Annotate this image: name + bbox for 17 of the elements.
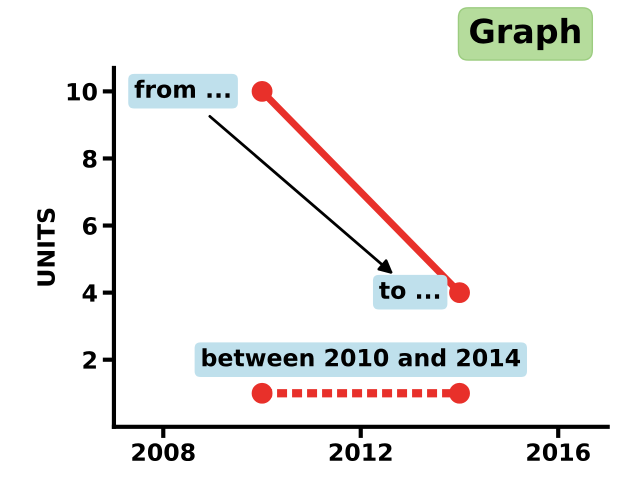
y-tick-label: 6 xyxy=(83,217,97,235)
y-tick-label: 10 xyxy=(68,82,97,101)
x-tick-label: 2008 xyxy=(132,443,195,462)
x-tick-label: 2012 xyxy=(330,443,392,462)
y-tick-label: 2 xyxy=(83,351,96,369)
chart-title: Graph xyxy=(470,18,580,50)
x-tick-label: 2016 xyxy=(527,443,590,462)
y-tick-label: 8 xyxy=(82,150,97,168)
point xyxy=(449,382,470,404)
y-tick-label: 4 xyxy=(82,284,97,302)
y-axis-title: UNITS xyxy=(37,208,55,286)
annotation: between 2010 and 2014 xyxy=(202,348,520,367)
point xyxy=(252,382,272,404)
annotation: from ... xyxy=(134,80,230,98)
point xyxy=(449,282,470,304)
annotation: to ... xyxy=(379,282,440,300)
point xyxy=(252,80,272,102)
